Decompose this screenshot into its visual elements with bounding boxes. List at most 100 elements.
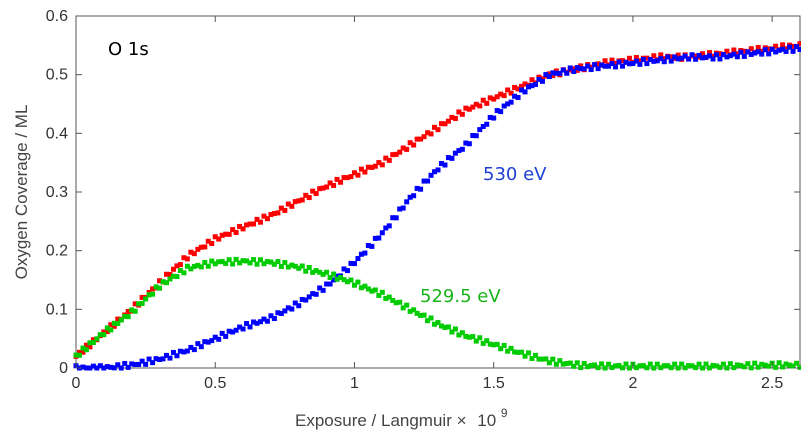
data-point bbox=[327, 180, 333, 186]
data-point bbox=[177, 262, 183, 268]
data-point bbox=[619, 58, 625, 64]
data-point bbox=[90, 339, 96, 345]
data-point bbox=[83, 342, 89, 348]
data-point bbox=[299, 296, 305, 302]
data-point bbox=[466, 334, 472, 340]
data-point bbox=[578, 63, 584, 69]
data-point bbox=[435, 320, 441, 326]
data-point bbox=[254, 261, 260, 267]
data-point bbox=[741, 364, 747, 370]
data-point bbox=[104, 325, 110, 331]
data-point bbox=[170, 349, 176, 355]
x-axis-label-power-base: 10 bbox=[477, 411, 496, 430]
data-point bbox=[216, 336, 222, 342]
data-point bbox=[310, 188, 316, 194]
data-point bbox=[491, 115, 497, 121]
data-point bbox=[143, 296, 149, 302]
data-point bbox=[247, 260, 253, 266]
data-point bbox=[365, 286, 371, 292]
data-point bbox=[449, 114, 455, 120]
data-point bbox=[167, 355, 173, 361]
data-point bbox=[599, 361, 605, 367]
data-point bbox=[672, 361, 678, 367]
data-point bbox=[449, 329, 455, 335]
data-point bbox=[609, 365, 615, 371]
data-point bbox=[87, 344, 93, 350]
data-point bbox=[720, 361, 726, 367]
data-point bbox=[331, 271, 337, 277]
data-point bbox=[164, 271, 169, 277]
data-point bbox=[675, 52, 681, 58]
data-point bbox=[470, 334, 476, 340]
data-point bbox=[661, 59, 667, 65]
data-point bbox=[76, 352, 82, 358]
data-point bbox=[755, 49, 761, 55]
data-point bbox=[348, 260, 354, 266]
data-point bbox=[411, 193, 417, 199]
data-point bbox=[592, 62, 598, 68]
data-point bbox=[609, 61, 615, 67]
data-point bbox=[244, 222, 250, 228]
data-point bbox=[574, 360, 580, 366]
data-point bbox=[216, 236, 222, 242]
data-point bbox=[438, 121, 444, 127]
data-point bbox=[306, 294, 312, 300]
data-point bbox=[188, 249, 194, 255]
data-point bbox=[606, 361, 612, 367]
data-point bbox=[494, 94, 500, 100]
data-point bbox=[184, 256, 190, 262]
data-point bbox=[271, 261, 277, 267]
data-point bbox=[738, 363, 744, 369]
data-point bbox=[379, 162, 385, 168]
data-point bbox=[505, 101, 511, 107]
data-point bbox=[445, 118, 451, 124]
data-point bbox=[689, 52, 695, 58]
data-point bbox=[707, 53, 712, 59]
data-point bbox=[773, 43, 779, 49]
data-point bbox=[195, 341, 201, 347]
data-point bbox=[588, 67, 594, 73]
data-point bbox=[456, 109, 462, 115]
data-point bbox=[101, 365, 107, 371]
data-point bbox=[421, 312, 427, 318]
data-point bbox=[557, 70, 563, 76]
data-point bbox=[574, 67, 580, 73]
data-point bbox=[498, 91, 504, 97]
data-point bbox=[341, 277, 347, 283]
data-point bbox=[595, 61, 601, 67]
data-point bbox=[205, 263, 211, 269]
data-point bbox=[296, 303, 302, 309]
data-point bbox=[759, 51, 765, 57]
data-point bbox=[261, 316, 267, 322]
data-point bbox=[292, 300, 298, 306]
x-tick-label: 1.5 bbox=[483, 375, 505, 392]
data-point bbox=[334, 276, 340, 282]
data-point bbox=[177, 267, 183, 273]
data-point bbox=[230, 227, 236, 233]
data-point bbox=[411, 307, 417, 313]
data-point bbox=[710, 56, 716, 62]
data-point bbox=[501, 103, 507, 109]
data-point bbox=[362, 250, 368, 256]
data-point bbox=[452, 150, 458, 156]
data-point bbox=[452, 326, 458, 332]
data-point bbox=[111, 320, 117, 326]
data-point bbox=[345, 268, 350, 274]
data-point bbox=[111, 323, 117, 329]
data-point bbox=[188, 266, 194, 272]
data-point bbox=[602, 365, 608, 371]
data-point bbox=[164, 280, 169, 286]
data-point bbox=[115, 362, 121, 368]
data-point bbox=[553, 361, 559, 367]
data-point bbox=[306, 264, 312, 270]
data-point bbox=[762, 47, 768, 53]
data-point bbox=[529, 83, 535, 89]
data-point bbox=[324, 281, 330, 287]
data-point bbox=[787, 362, 793, 368]
data-point bbox=[571, 68, 577, 74]
data-point bbox=[383, 295, 389, 301]
data-point bbox=[87, 340, 93, 346]
data-point bbox=[278, 311, 284, 317]
data-point bbox=[532, 352, 538, 358]
